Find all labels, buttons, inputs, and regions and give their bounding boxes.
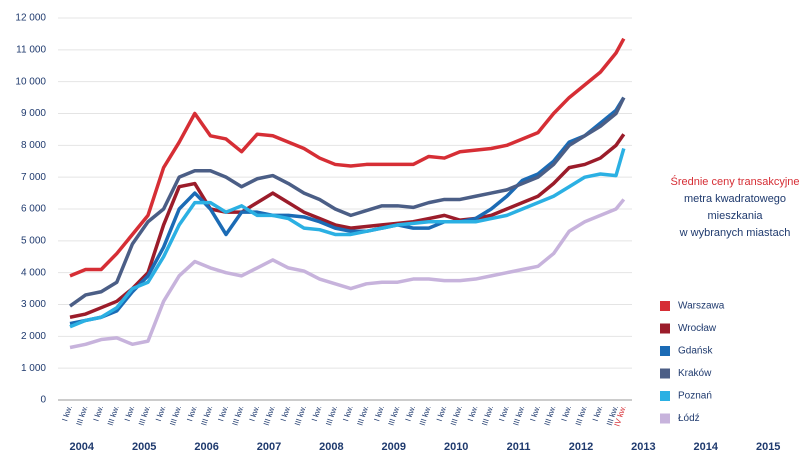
x-tick-label: III kw. [324,404,339,426]
legend-swatch [660,301,670,311]
y-tick-label: 7 000 [21,172,46,183]
year-label: 2011 [507,441,531,453]
y-tick-label: 11 000 [16,44,46,55]
x-tick-label: I kw. [466,404,480,422]
x-tick-label: III kw. [543,404,558,426]
x-tick-label: III kw. [106,404,121,426]
legend-label: Warszawa [678,301,725,312]
y-tick-label: 8 000 [21,140,46,151]
x-tick-label: I kw. [154,404,168,422]
y-tick-label: 9 000 [21,108,46,119]
chart-title: Średnie ceny transakcyjne [670,175,799,188]
legend-swatch [660,368,670,379]
y-tick-label: 5 000 [21,235,46,246]
x-tick-label: III kw. [480,404,495,426]
year-label: 2013 [631,441,655,453]
line-series [69,96,626,326]
y-tick-label: 12 000 [15,13,46,24]
x-tick-label: I kw. [60,404,74,422]
y-tick-label: 6 000 [21,204,46,215]
x-tick-label: I kw. [372,404,386,422]
y-tick-label: 1 000 [21,363,46,374]
y-tick-label: 10 000 [15,76,46,87]
year-label: 2012 [569,441,593,453]
year-label: 2008 [319,441,343,453]
x-tick-label: III kw. [511,404,526,426]
legend-label: Wrocław [678,323,717,334]
year-label: 2005 [132,441,156,453]
line-series [69,133,626,319]
x-tick-label: III kw. [199,404,214,426]
x-tick-label: III kw. [574,404,589,426]
legend-label: Kraków [678,368,712,379]
x-tick-label: III kw. [355,404,370,426]
chart-title: mieszkania [707,210,763,222]
x-tick-label: III kw. [137,404,152,426]
year-label: 2009 [382,441,406,453]
year-label: 2007 [257,441,281,453]
x-tick-label: I kw. [497,404,511,422]
x-tick-label: I kw. [560,404,574,422]
x-tick-label: I kw. [528,404,542,422]
x-tick-label: I kw. [248,404,262,422]
x-tick-label: I kw. [123,404,137,422]
y-tick-label: 2 000 [21,331,46,342]
x-tick-label: I kw. [435,404,449,422]
x-tick-label: I kw. [185,404,199,422]
line-series [69,148,626,329]
line-series [69,198,626,350]
legend-swatch [660,413,670,424]
x-tick-label: I kw. [404,404,418,422]
legend-label: Poznań [678,391,712,402]
legend-label: Łódź [678,413,700,424]
x-tick-label: I kw. [310,404,324,422]
y-tick-label: 4 000 [21,267,46,278]
chart-title: metra kwadratowego [684,193,786,205]
x-tick-label: III kw. [262,404,277,426]
y-tick-label: 3 000 [21,299,46,310]
chart-title: w wybranych miastach [679,227,791,239]
x-tick-label: III kw. [387,404,402,426]
x-tick-label: III kw. [75,404,90,426]
x-tick-label: III kw. [418,404,433,426]
legend-swatch [660,323,670,334]
line-series [69,37,626,278]
line-series [68,96,626,308]
x-tick-label: III kw. [293,404,308,426]
legend-label: Gdańsk [678,346,713,357]
x-tick-label: I kw. [279,404,293,422]
year-label: 2014 [694,441,719,453]
x-tick-label: I kw. [92,404,106,422]
x-tick-label: I kw. [591,404,605,422]
x-tick-label: III kw. [449,404,464,426]
legend-swatch [660,346,670,356]
year-label: 2006 [194,441,218,453]
x-tick-label: III kw. [231,404,246,426]
year-label: 2015 [756,441,780,453]
year-label: 2004 [70,441,95,453]
legend-swatch [660,391,670,401]
x-tick-label: I kw. [341,404,355,422]
year-label: 2010 [444,441,468,453]
y-tick-label: 0 [40,395,46,406]
x-tick-label: III kw. [168,404,183,426]
x-tick-label: I kw. [216,404,230,422]
